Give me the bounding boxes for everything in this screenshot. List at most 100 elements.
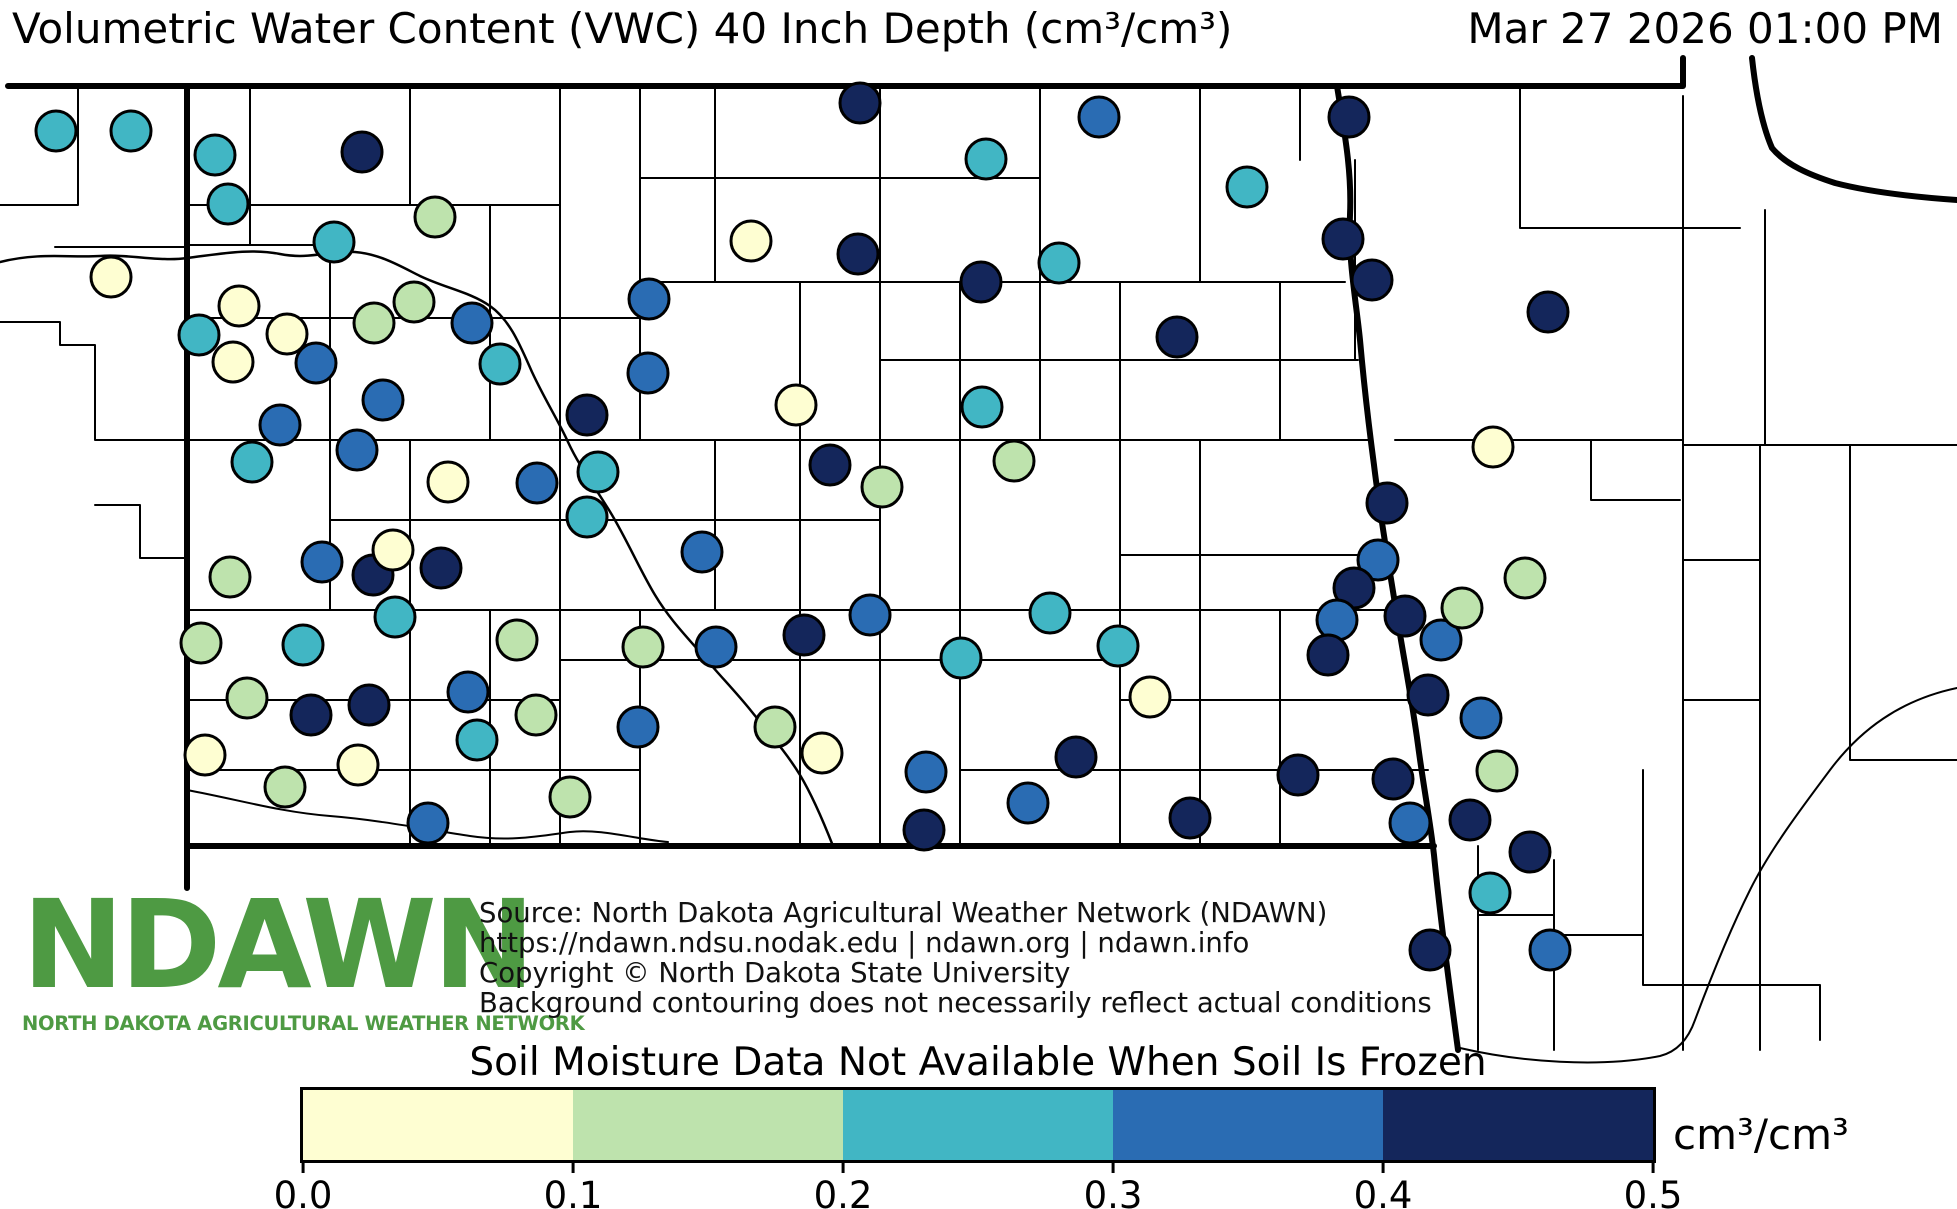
station-dot	[1408, 928, 1452, 972]
station-dot	[230, 440, 274, 484]
colorbar-tick-label: 0.4	[1353, 1174, 1413, 1209]
station-dot	[1054, 735, 1098, 779]
station-dot	[1327, 95, 1371, 139]
station-dot	[616, 705, 660, 749]
frozen-soil-notice: Soil Moisture Data Not Available When So…	[469, 1040, 1487, 1085]
station-dot	[211, 340, 255, 384]
station-dot	[1350, 258, 1394, 302]
station-dot	[300, 540, 344, 584]
station-dot	[312, 220, 356, 264]
station-dot	[800, 731, 844, 775]
station-dot	[361, 378, 405, 422]
ndawn-logo: NDAWN NORTH DAKOTA AGRICULTURAL WEATHER …	[22, 884, 585, 1035]
station-dot	[392, 280, 436, 324]
station-dot	[680, 530, 724, 574]
station-dot	[1225, 165, 1269, 209]
colorbar-unit-label: cm³/cm³	[1673, 1110, 1849, 1159]
source-line: Source: North Dakota Agricultural Weathe…	[479, 897, 1328, 929]
station-dot	[1028, 591, 1072, 635]
station-dot	[89, 255, 133, 299]
station-dot	[1037, 241, 1081, 285]
station-dot	[514, 693, 558, 737]
station-dot	[626, 351, 670, 395]
station-dot	[729, 219, 773, 263]
station-dot	[478, 342, 522, 386]
colorbar-tick-label: 0.1	[543, 1174, 603, 1209]
river-northeast	[1749, 55, 1957, 203]
colorbar-tick: 0.3	[1084, 1160, 1142, 1209]
station-dot	[371, 528, 415, 572]
colorbar-tick-label: 0.5	[1623, 1174, 1683, 1209]
station-dot	[548, 775, 592, 819]
station-dot	[373, 595, 417, 639]
station-dot	[455, 718, 499, 762]
station-dot	[179, 621, 223, 665]
station-dot	[1006, 781, 1050, 825]
copyright-line: Copyright © North Dakota State Universit…	[479, 957, 1071, 989]
station-dot	[419, 546, 463, 590]
station-dot	[964, 137, 1008, 181]
colorbar-ticks: 0.0 0.1 0.2 0.3 0.4 0.5	[274, 1160, 1682, 1209]
station-dot	[340, 130, 384, 174]
colorbar-segment	[303, 1090, 573, 1160]
station-dot	[34, 109, 78, 153]
colorbar-segment	[573, 1090, 843, 1160]
station-dot	[336, 743, 380, 787]
station-dot	[848, 593, 892, 637]
station-dot	[495, 618, 539, 662]
station-dot	[960, 385, 1004, 429]
station-dot	[1459, 696, 1503, 740]
station-dot	[774, 383, 818, 427]
tick-mark	[1381, 1160, 1385, 1173]
station-dot	[565, 393, 609, 437]
colorbar-tick: 0.2	[814, 1160, 872, 1209]
station-dot	[627, 277, 671, 321]
stations-layer	[34, 81, 1572, 972]
colorbar-tick: 0.5	[1623, 1160, 1683, 1209]
station-dot	[939, 636, 983, 680]
station-dot	[335, 428, 379, 472]
station-dot	[208, 555, 252, 599]
station-dot	[515, 461, 559, 505]
page-title: Volumetric Water Content (VWC) 40 Inch D…	[12, 4, 1233, 53]
station-dot	[1440, 586, 1484, 630]
station-dot	[225, 676, 269, 720]
station-dot	[1508, 830, 1552, 874]
station-dot	[258, 403, 302, 447]
disclaimer-line: Background contouring does not necessari…	[479, 987, 1432, 1019]
station-dot	[1471, 425, 1515, 469]
station-dot	[1468, 871, 1512, 915]
colorbar-segment	[1113, 1090, 1383, 1160]
station-dot	[294, 341, 338, 385]
station-dot	[1475, 749, 1519, 793]
station-dot	[265, 312, 309, 356]
station-dot	[836, 232, 880, 276]
source-urls: https://ndawn.ndsu.nodak.edu | ndawn.org…	[479, 927, 1250, 959]
station-dot	[263, 765, 307, 809]
station-dot	[1528, 928, 1572, 972]
station-dot	[206, 182, 250, 226]
station-dot	[1128, 675, 1172, 719]
station-dot	[193, 133, 237, 177]
ndawn-logo-tagline: NORTH DAKOTA AGRICULTURAL WEATHER NETWOR…	[22, 1012, 585, 1035]
map-timestamp: Mar 27 2026 01:00 PM	[1467, 4, 1943, 53]
station-dot	[347, 683, 391, 727]
station-dot	[413, 195, 457, 239]
station-dot	[1356, 538, 1400, 582]
station-dot	[782, 613, 826, 657]
station-dot	[289, 693, 333, 737]
colorbar-segment	[1383, 1090, 1653, 1160]
station-dot	[1419, 618, 1463, 662]
station-dot	[902, 808, 946, 852]
station-dot	[352, 301, 396, 345]
station-dot	[281, 623, 325, 667]
station-dot	[183, 733, 227, 777]
station-dot	[177, 313, 221, 357]
tick-mark	[1111, 1160, 1115, 1173]
state-border	[5, 55, 1686, 891]
station-dot	[446, 670, 490, 714]
station-dot	[217, 284, 261, 328]
station-dot	[1155, 315, 1199, 359]
colorbar-tick: 0.0	[274, 1160, 332, 1209]
